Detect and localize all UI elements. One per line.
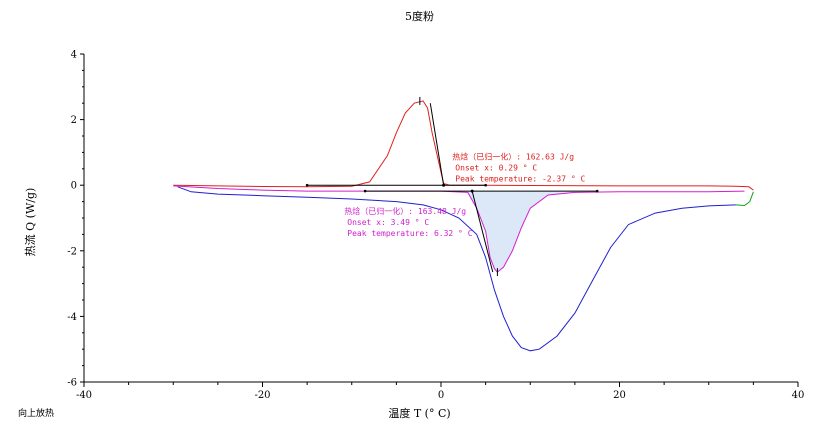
- x-tick-label: 0: [438, 390, 444, 401]
- series-line-end_segment: [735, 191, 754, 207]
- onset-marker: [470, 189, 474, 193]
- baseline-end-marker: [484, 183, 487, 187]
- peak-area-fill: [467, 191, 575, 273]
- annotation-text: Onset x: 3.49 ° C: [347, 218, 429, 227]
- baseline-end-marker: [305, 183, 309, 187]
- annotation-text: Onset x: 0.29 ° C: [455, 164, 537, 173]
- series-line-cooling: [173, 100, 754, 191]
- y-tick-label: -6: [67, 378, 77, 389]
- x-tick-label: -40: [76, 390, 92, 401]
- corner-note: 向上放热: [18, 409, 55, 419]
- x-tick-label: -20: [254, 390, 270, 401]
- annotation-text: Peak temperature: -2.37 ° C: [455, 175, 585, 184]
- annotation-text: Peak temperature: 6.32 ° C: [347, 229, 472, 238]
- onset-marker: [442, 183, 446, 187]
- onset-tangent-line: [471, 190, 494, 273]
- baseline-end-marker: [363, 189, 367, 193]
- onset-tangent-line: [429, 103, 445, 186]
- x-tick-label: 20: [613, 390, 626, 401]
- baseline-end-marker: [595, 189, 599, 193]
- annotation-text: 热焓（已归一化）: 162.63 J/g: [452, 152, 574, 162]
- series-line-heating: [177, 186, 736, 352]
- x-tick-label: 40: [792, 390, 805, 401]
- x-axis-label: 温度 T (° C): [388, 407, 451, 420]
- y-tick-label: -4: [67, 312, 77, 323]
- y-tick-label: -2: [67, 246, 77, 257]
- chart-title: 5度粉: [405, 10, 434, 23]
- y-tick-label: 0: [71, 181, 77, 192]
- y-axis-label: 热流 Q (W/g): [24, 187, 37, 257]
- y-tick-label: 2: [71, 115, 77, 126]
- series-line-heating_integrated: [173, 185, 745, 273]
- y-tick-label: 4: [71, 50, 77, 61]
- annotation-text: 热焓（已归一化）: 163.48 J/g: [344, 206, 466, 216]
